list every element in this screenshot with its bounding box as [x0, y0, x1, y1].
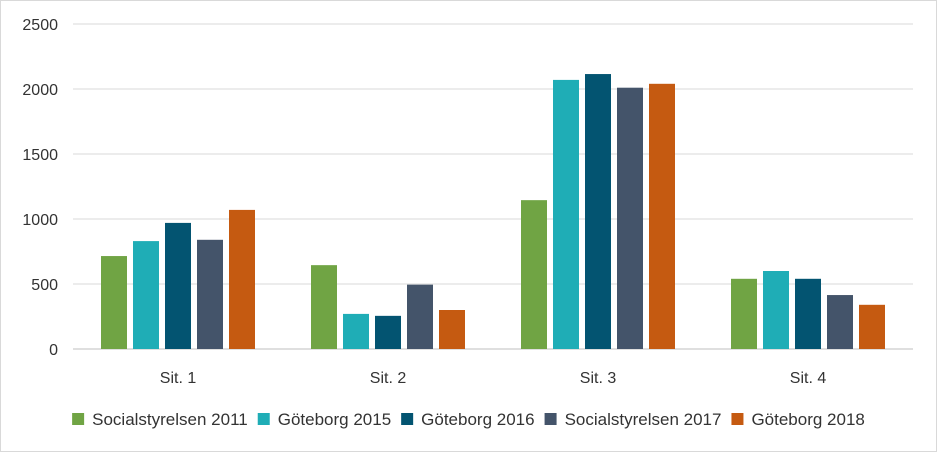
bar-1-series-4: [197, 239, 223, 349]
bar-3-series-5: [649, 83, 675, 350]
bar-1-series-3: [165, 222, 191, 349]
bar-3-series-1: [521, 200, 547, 349]
bar-4-series-3: [795, 278, 821, 349]
legend-item: Socialstyrelsen 2017: [544, 410, 722, 429]
y-tick-label: 2500: [22, 17, 58, 34]
y-tick-label: 0: [49, 342, 58, 359]
x-tick-label: Sit. 2: [370, 370, 407, 387]
bar-2-series-3: [375, 315, 401, 349]
legend-swatch: [731, 413, 744, 425]
x-axis-tick-labels: Sit. 1 Sit. 2 Sit. 3 Sit. 4: [160, 370, 827, 387]
y-tick-label: 1000: [22, 212, 58, 229]
bar-4-series-5: [859, 304, 885, 349]
y-tick-label: 2000: [22, 82, 58, 99]
bar-4-series-1: [731, 278, 757, 349]
legend-item: Göteborg 2018: [731, 410, 865, 429]
legend-swatch: [401, 413, 414, 425]
legend-label: Göteborg 2018: [751, 410, 864, 429]
bar-2-series-5: [439, 310, 465, 349]
bar-3-series-4: [617, 87, 643, 349]
x-tick-label: Sit. 4: [790, 370, 827, 387]
legend-item: Socialstyrelsen 2011: [72, 410, 248, 429]
legend-swatch: [257, 413, 270, 425]
y-tick-label: 500: [31, 277, 58, 294]
bar-3-series-2: [553, 79, 579, 350]
x-tick-label: Sit. 3: [580, 370, 617, 387]
x-tick-label: Sit. 1: [160, 370, 197, 387]
bar-4-series-4: [827, 295, 853, 349]
bar-1-series-5: [229, 209, 255, 349]
legend-label: Socialstyrelsen 2017: [565, 410, 722, 429]
legend-swatch: [544, 413, 557, 425]
y-tick-label: 1500: [22, 147, 58, 164]
bar-1-series-2: [133, 241, 159, 349]
legend-item: Göteborg 2015: [257, 410, 391, 429]
bar-2-series-2: [343, 313, 369, 349]
bar-3-series-3: [585, 74, 611, 350]
bar-2-series-4: [407, 284, 433, 349]
bar-1-series-1: [101, 256, 127, 349]
legend: Socialstyrelsen 2011 Göteborg 2015 Götebor…: [72, 410, 865, 429]
legend-swatch: [72, 413, 85, 425]
bar-2-series-1: [311, 265, 337, 349]
legend-label: Göteborg 2016: [421, 410, 534, 429]
y-axis-tick-labels: 0 500 1000 1500 2000 2500: [22, 17, 58, 359]
bar-4-series-2: [763, 271, 789, 349]
legend-item: Göteborg 2016: [401, 410, 535, 429]
bars: [101, 74, 885, 350]
legend-label: Göteborg 2015: [278, 410, 391, 429]
legend-label: Socialstyrelsen 2011: [92, 410, 248, 429]
